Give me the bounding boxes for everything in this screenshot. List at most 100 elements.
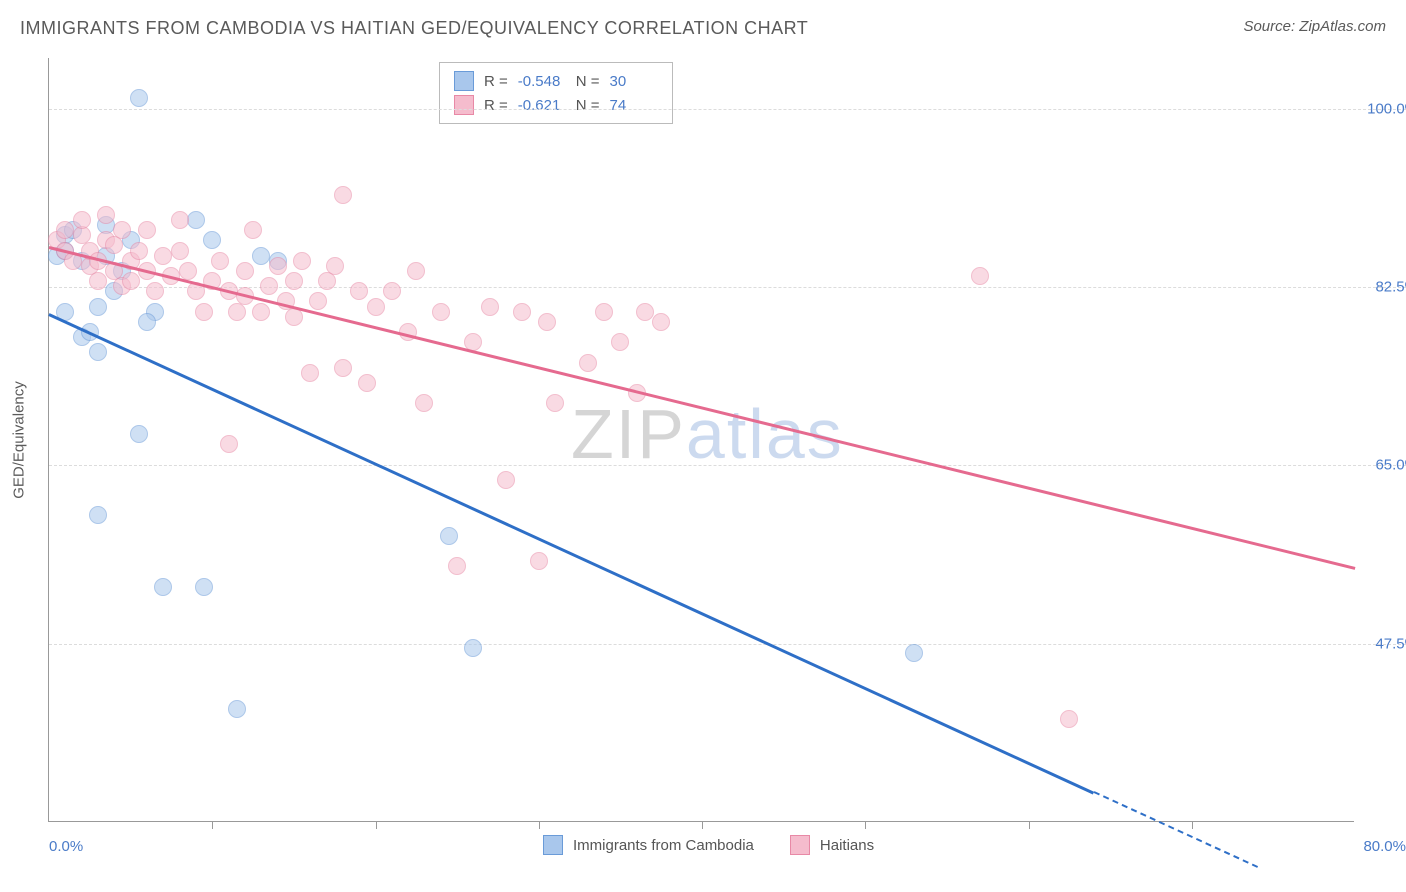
r-label: R = — [484, 73, 508, 90]
trend-line — [48, 313, 1094, 794]
scatter-point — [481, 298, 499, 316]
scatter-point — [154, 578, 172, 596]
gridline — [49, 109, 1406, 110]
scatter-point — [122, 272, 140, 290]
scatter-point — [546, 394, 564, 412]
y-tick-label: 82.5% — [1358, 279, 1406, 296]
legend-swatch — [543, 835, 563, 855]
scatter-point — [285, 272, 303, 290]
scatter-point — [595, 303, 613, 321]
scatter-point — [407, 262, 425, 280]
scatter-point — [252, 303, 270, 321]
scatter-point — [228, 700, 246, 718]
chart-source: Source: ZipAtlas.com — [1243, 18, 1386, 35]
scatter-point — [334, 186, 352, 204]
scatter-point — [358, 374, 376, 392]
legend-swatch — [790, 835, 810, 855]
swatch-cambodia — [454, 71, 474, 91]
scatter-chart: GED/Equivalency 0.0% 80.0% R = -0.548 N … — [48, 58, 1354, 822]
scatter-point — [350, 282, 368, 300]
chart-title: IMMIGRANTS FROM CAMBODIA VS HAITIAN GED/… — [20, 18, 808, 38]
r-label: R = — [484, 97, 508, 114]
trend-line — [49, 246, 1356, 569]
scatter-point — [309, 292, 327, 310]
x-axis-max-label: 80.0% — [1363, 838, 1406, 855]
y-tick-label: 47.5% — [1358, 635, 1406, 652]
scatter-point — [293, 252, 311, 270]
scatter-point — [97, 206, 115, 224]
gridline — [49, 465, 1406, 466]
scatter-point — [89, 343, 107, 361]
chart-header: IMMIGRANTS FROM CAMBODIA VS HAITIAN GED/… — [20, 18, 1386, 48]
scatter-point — [538, 313, 556, 331]
scatter-point — [154, 247, 172, 265]
scatter-point — [138, 313, 156, 331]
x-tick — [212, 821, 213, 829]
scatter-point — [130, 242, 148, 260]
r-value-cambodia: -0.548 — [518, 73, 566, 90]
n-label: N = — [576, 97, 600, 114]
scatter-point — [260, 277, 278, 295]
trend-line-dashed — [1093, 792, 1257, 869]
scatter-point — [130, 89, 148, 107]
scatter-point — [301, 364, 319, 382]
n-value-cambodia: 30 — [610, 73, 658, 90]
scatter-point — [652, 313, 670, 331]
scatter-point — [130, 425, 148, 443]
scatter-point — [228, 303, 246, 321]
scatter-point — [326, 257, 344, 275]
legend-label: Immigrants from Cambodia — [573, 837, 754, 854]
scatter-point — [244, 221, 262, 239]
x-tick — [539, 821, 540, 829]
legend-label: Haitians — [820, 837, 874, 854]
swatch-haitians — [454, 95, 474, 115]
scatter-point — [203, 231, 221, 249]
scatter-point — [905, 644, 923, 662]
scatter-point — [138, 221, 156, 239]
scatter-point — [440, 527, 458, 545]
stats-row-cambodia: R = -0.548 N = 30 — [454, 69, 658, 93]
scatter-point — [105, 236, 123, 254]
scatter-point — [236, 262, 254, 280]
scatter-point — [971, 267, 989, 285]
scatter-point — [530, 552, 548, 570]
scatter-point — [113, 221, 131, 239]
y-tick-label: 100.0% — [1358, 100, 1406, 117]
scatter-point — [367, 298, 385, 316]
y-tick-label: 65.0% — [1358, 457, 1406, 474]
scatter-point — [432, 303, 450, 321]
scatter-point — [89, 298, 107, 316]
scatter-point — [171, 242, 189, 260]
x-tick — [865, 821, 866, 829]
scatter-point — [318, 272, 336, 290]
scatter-point — [415, 394, 433, 412]
r-value-haitians: -0.621 — [518, 97, 566, 114]
scatter-point — [383, 282, 401, 300]
scatter-point — [89, 272, 107, 290]
scatter-point — [211, 252, 229, 270]
scatter-point — [56, 221, 74, 239]
scatter-point — [73, 211, 91, 229]
x-tick — [702, 821, 703, 829]
scatter-point — [252, 247, 270, 265]
scatter-point — [513, 303, 531, 321]
scatter-point — [497, 471, 515, 489]
scatter-point — [448, 557, 466, 575]
scatter-point — [220, 435, 238, 453]
x-tick — [1192, 821, 1193, 829]
stats-row-haitians: R = -0.621 N = 74 — [454, 93, 658, 117]
scatter-point — [269, 257, 287, 275]
scatter-point — [195, 303, 213, 321]
scatter-point — [1060, 710, 1078, 728]
scatter-point — [171, 211, 189, 229]
gridline — [49, 287, 1406, 288]
scatter-point — [195, 578, 213, 596]
scatter-point — [187, 211, 205, 229]
scatter-point — [179, 262, 197, 280]
n-value-haitians: 74 — [610, 97, 658, 114]
scatter-point — [611, 333, 629, 351]
scatter-point — [636, 303, 654, 321]
x-tick — [376, 821, 377, 829]
n-label: N = — [576, 73, 600, 90]
scatter-point — [146, 282, 164, 300]
